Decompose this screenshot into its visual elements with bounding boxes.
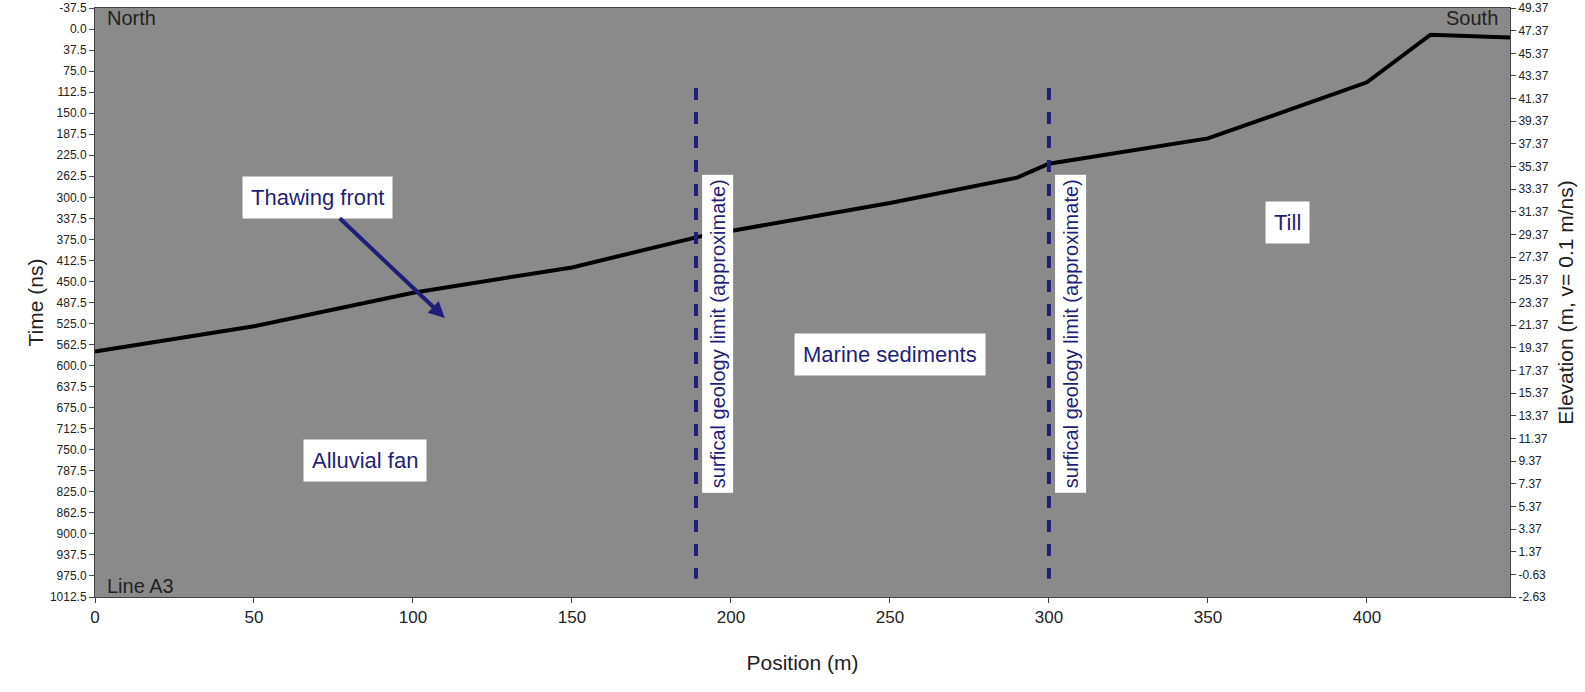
svg-text:187.5: 187.5 [57,127,87,141]
svg-text:Line A3: Line A3 [107,575,174,597]
svg-text:600.0: 600.0 [57,359,87,373]
svg-text:200: 200 [717,608,745,627]
svg-text:712.5: 712.5 [57,422,87,436]
svg-text:862.5: 862.5 [57,506,87,520]
svg-text:15.37: 15.37 [1518,386,1548,400]
svg-text:49.37: 49.37 [1518,1,1548,15]
svg-text:0: 0 [90,608,99,627]
svg-text:17.37: 17.37 [1518,364,1548,378]
svg-text:45.37: 45.37 [1518,47,1548,61]
svg-text:150: 150 [558,608,586,627]
svg-text:surfical geology limit (approx: surfical geology limit (approximate) [707,179,729,488]
svg-text:37.37: 37.37 [1518,137,1548,151]
svg-text:562.5: 562.5 [57,338,87,352]
svg-text:Marine sediments: Marine sediments [803,342,977,367]
svg-text:412.5: 412.5 [57,254,87,268]
svg-text:375.0: 375.0 [57,233,87,247]
svg-text:3.37: 3.37 [1518,522,1542,536]
svg-text:300.0: 300.0 [57,191,87,205]
svg-text:487.5: 487.5 [57,296,87,310]
svg-text:337.5: 337.5 [57,212,87,226]
svg-text:47.37: 47.37 [1518,24,1548,38]
svg-text:750.0: 750.0 [57,443,87,457]
svg-text:525.0: 525.0 [57,317,87,331]
svg-text:250: 250 [876,608,904,627]
svg-text:787.5: 787.5 [57,464,87,478]
svg-text:27.37: 27.37 [1518,250,1548,264]
svg-text:31.37: 31.37 [1518,205,1548,219]
svg-text:-2.63: -2.63 [1518,590,1546,604]
svg-text:South: South [1446,7,1498,29]
svg-text:1012.5: 1012.5 [50,590,87,604]
svg-text:Time (ns): Time (ns) [24,259,47,347]
svg-text:262.5: 262.5 [57,169,87,183]
svg-text:450.0: 450.0 [57,275,87,289]
svg-text:Alluvial fan: Alluvial fan [312,448,418,473]
svg-text:637.5: 637.5 [57,380,87,394]
svg-text:900.0: 900.0 [57,527,87,541]
svg-text:300: 300 [1035,608,1063,627]
svg-text:0.0: 0.0 [70,22,87,36]
svg-text:675.0: 675.0 [57,401,87,415]
svg-text:7.37: 7.37 [1518,477,1542,491]
svg-text:937.5: 937.5 [57,548,87,562]
svg-text:11.37: 11.37 [1518,432,1547,446]
svg-text:Position (m): Position (m) [746,651,858,674]
svg-text:100: 100 [399,608,427,627]
svg-text:75.0: 75.0 [63,64,87,78]
svg-text:39.37: 39.37 [1518,114,1548,128]
svg-text:1.37: 1.37 [1518,545,1542,559]
svg-text:19.37: 19.37 [1518,341,1548,355]
svg-text:33.37: 33.37 [1518,182,1548,196]
svg-text:13.37: 13.37 [1518,409,1548,423]
svg-text:Thawing front: Thawing front [251,185,384,210]
svg-text:29.37: 29.37 [1518,228,1548,242]
svg-text:25.37: 25.37 [1518,273,1548,287]
svg-text:50: 50 [245,608,264,627]
svg-text:825.0: 825.0 [57,485,87,499]
svg-text:35.37: 35.37 [1518,160,1548,174]
svg-text:23.37: 23.37 [1518,296,1548,310]
svg-text:5.37: 5.37 [1518,500,1542,514]
svg-text:225.0: 225.0 [57,148,87,162]
svg-text:350: 350 [1194,608,1222,627]
svg-text:975.0: 975.0 [57,569,87,583]
svg-text:9.37: 9.37 [1518,454,1542,468]
svg-text:43.37: 43.37 [1518,69,1548,83]
svg-text:North: North [107,7,156,29]
svg-text:-0.63: -0.63 [1518,568,1546,582]
svg-text:Till: Till [1274,210,1301,235]
svg-text:-37.5: -37.5 [59,1,87,15]
svg-text:112.5: 112.5 [57,85,86,99]
svg-text:21.37: 21.37 [1518,318,1548,332]
svg-text:37.5: 37.5 [63,43,87,57]
svg-text:41.37: 41.37 [1518,92,1548,106]
svg-text:150.0: 150.0 [57,106,87,120]
svg-text:Elevation (m, v= 0.1 m/ns): Elevation (m, v= 0.1 m/ns) [1554,180,1577,425]
svg-text:surfical geology limit (approx: surfical geology limit (approximate) [1060,179,1082,488]
svg-text:400: 400 [1353,608,1381,627]
